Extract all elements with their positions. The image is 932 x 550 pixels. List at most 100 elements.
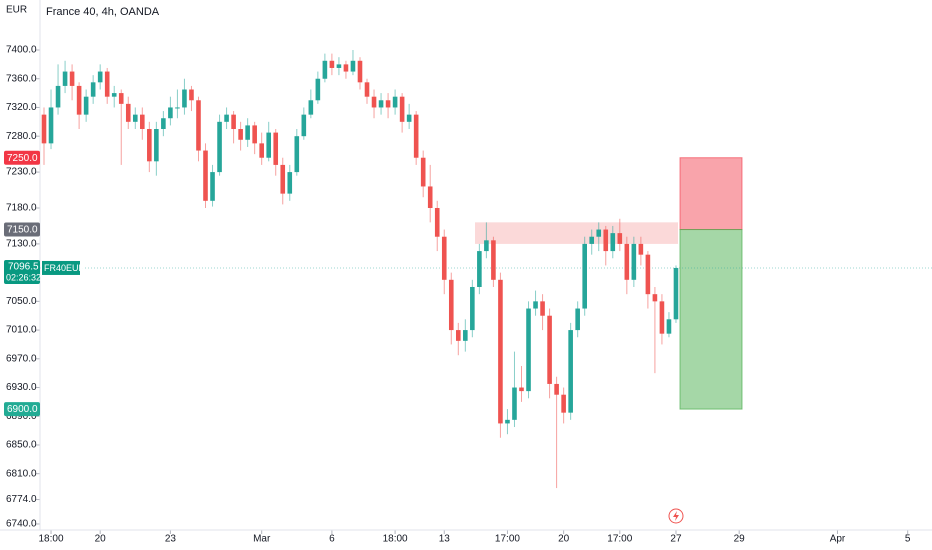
candle-body <box>140 114 145 130</box>
candle-body <box>210 172 215 201</box>
y-tick-label: 7400.0 <box>6 45 37 56</box>
x-tick-label: 27 <box>670 534 682 545</box>
x-tick-label: 13 <box>439 534 451 545</box>
candle-body <box>617 233 623 244</box>
x-tick-label: 23 <box>165 534 177 545</box>
candle-body <box>568 330 573 413</box>
x-tick-label: 5 <box>905 534 911 545</box>
candle-body <box>540 301 545 316</box>
candle-body <box>315 78 321 101</box>
candle-body <box>287 172 293 194</box>
candle-body <box>582 243 587 309</box>
candle-body <box>41 114 47 144</box>
candle-body <box>154 129 159 162</box>
candle-body <box>294 136 300 173</box>
target-badge-label: 6900.0 <box>7 404 38 415</box>
candle-body <box>83 96 89 115</box>
stop-zone <box>679 157 743 231</box>
candle-body <box>231 114 236 130</box>
candle-body <box>62 71 68 86</box>
candle-body <box>603 229 609 252</box>
resistance-zone <box>475 222 678 244</box>
candle-body <box>413 114 419 158</box>
candle-body <box>280 164 286 194</box>
candle-body <box>434 207 440 237</box>
candle-body <box>90 82 96 97</box>
candle-body <box>470 286 475 331</box>
x-tick-label: 29 <box>734 534 746 545</box>
y-tick-label: 6774.0 <box>6 494 37 505</box>
candle-body <box>547 315 552 384</box>
candle-body <box>301 114 307 137</box>
candle-body <box>519 387 524 392</box>
candle-body <box>308 100 314 115</box>
candle-body <box>97 71 103 83</box>
candle-body <box>329 60 335 68</box>
stop-badge <box>4 150 40 165</box>
candle-body <box>652 294 658 302</box>
candle-body <box>238 129 243 140</box>
chart-title: France 40, 4h, OANDA <box>46 6 160 18</box>
y-tick-label: 7180.0 <box>6 203 37 214</box>
icon-bolt[interactable] <box>673 511 679 521</box>
candle-body <box>111 93 117 97</box>
candle-body <box>484 240 489 252</box>
symbol-badge <box>42 260 80 275</box>
candle-body <box>491 240 496 280</box>
candle-body <box>533 301 538 309</box>
x-tick-label: 17:00 <box>607 534 632 545</box>
candle-body <box>385 100 391 108</box>
x-tick-label: 6 <box>329 534 335 545</box>
candle-body <box>392 96 398 108</box>
x-tick-label: 17:00 <box>495 534 520 545</box>
candle-body <box>161 118 166 130</box>
candle-body <box>420 157 426 187</box>
candle-body <box>596 229 602 237</box>
candle-body <box>336 64 342 68</box>
candle-body <box>147 129 152 162</box>
candle-body <box>666 319 672 334</box>
y-tick-label: 6850.0 <box>6 440 37 451</box>
candle-body <box>498 279 503 424</box>
y-tick-label: 7230.0 <box>6 167 37 178</box>
candle-body <box>554 383 559 395</box>
candle-body <box>69 71 75 86</box>
candle-body <box>322 60 328 79</box>
candle-body <box>175 107 180 109</box>
x-tick-label: 20 <box>558 534 570 545</box>
candle-body <box>259 143 264 158</box>
y-tick-label: 7010.0 <box>6 325 37 336</box>
candle-body <box>378 100 384 108</box>
candle-body <box>448 279 454 331</box>
candle-body <box>526 308 531 392</box>
y-tick-label: 6890.0 <box>6 411 37 422</box>
y-tick-label: 6740.0 <box>6 519 37 530</box>
x-tick-label: Mar <box>253 534 271 545</box>
candle-body <box>673 267 679 320</box>
candle-body <box>399 96 405 122</box>
y-tick-label: 7360.0 <box>6 73 37 84</box>
candle-body <box>224 114 229 122</box>
stop-badge-label: 7250.0 <box>7 153 38 164</box>
candle-body <box>357 60 363 83</box>
y-tick-label: 7050.0 <box>6 296 37 307</box>
x-tick-label: 20 <box>95 534 107 545</box>
candle-body <box>561 394 566 413</box>
entry-badge <box>4 222 40 237</box>
x-tick-label: 18:00 <box>39 534 64 545</box>
y-unit: EUR <box>6 5 27 16</box>
candle-body <box>132 114 138 122</box>
target-zone <box>679 229 743 410</box>
candle-body <box>196 100 201 151</box>
replay-icon[interactable] <box>668 508 684 524</box>
candle-body <box>217 121 222 173</box>
candle-body <box>477 251 482 287</box>
candle-body <box>203 150 208 201</box>
candle-body <box>266 132 272 158</box>
candle-body <box>505 419 510 424</box>
symbol-label: FR40EUR <box>44 263 86 273</box>
y-tick-label: 7320.0 <box>6 102 37 113</box>
candle-body <box>48 107 54 144</box>
